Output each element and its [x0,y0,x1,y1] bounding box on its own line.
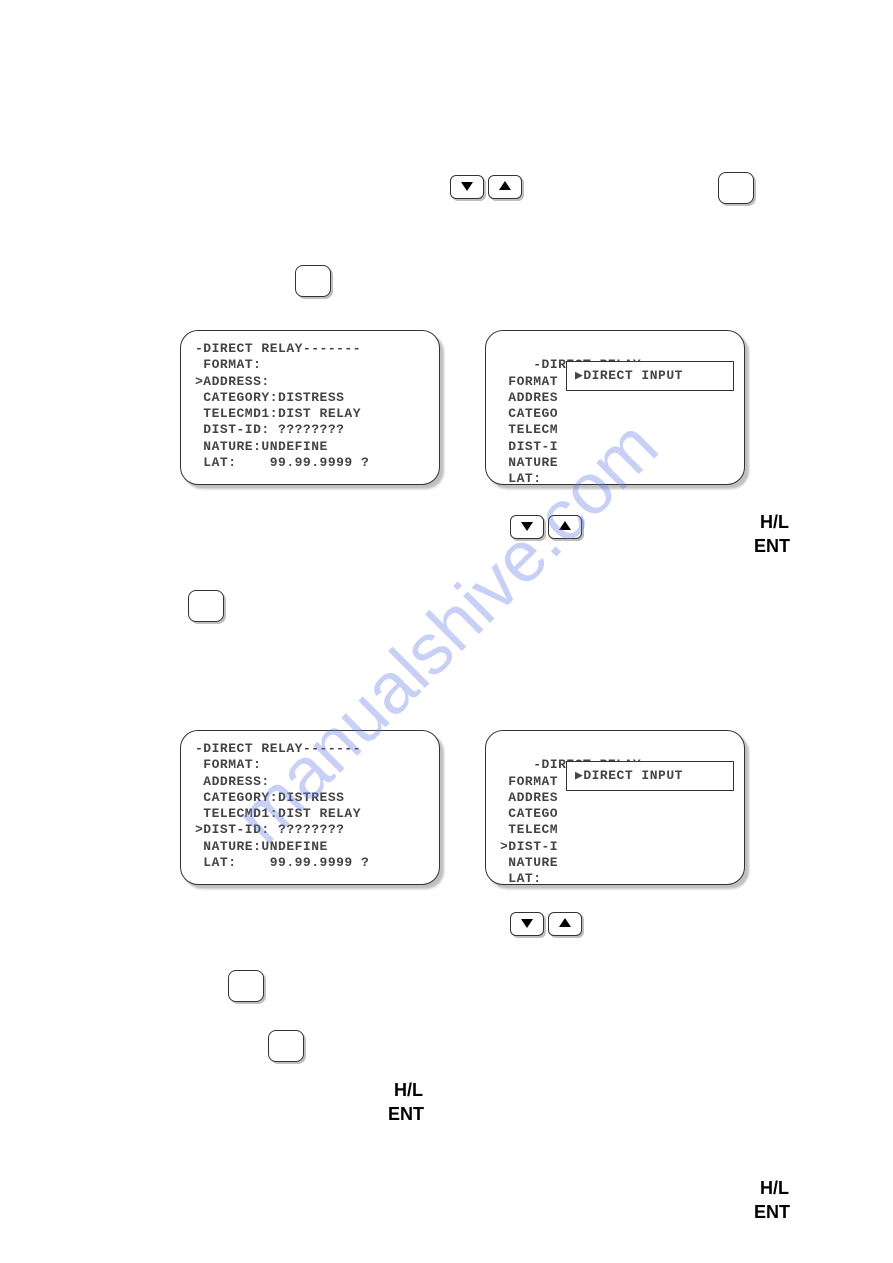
key-button-2[interactable] [295,265,331,297]
key-button-4[interactable] [228,970,264,1002]
key-button-1[interactable] [718,172,754,204]
lcd-screen-1-right: -DIRECT RELAY------- FORMAT ADDRES CATEG… [485,330,745,485]
up-arrow-key[interactable] [548,515,582,539]
arrow-pair-2 [510,515,582,539]
up-arrow-key[interactable] [488,175,522,199]
popup-1: ▶DIRECT INPUT [566,361,734,391]
arrow-pair-1 [450,175,522,199]
down-arrow-key[interactable] [510,912,544,936]
lcd-screen-1-left: -DIRECT RELAY------- FORMAT: >ADDRESS: C… [180,330,440,485]
popup-2: ▶DIRECT INPUT [566,761,734,791]
arrow-pair-3 [510,912,582,936]
label-ent-2: ENT [388,1104,424,1125]
label-ent-3: ENT [754,1202,790,1223]
lcd-screen-2-right: -DIRECT RELAY------- FORMAT ADDRES CATEG… [485,730,745,885]
key-button-3[interactable] [188,590,224,622]
label-hl-3: H/L [760,1178,789,1199]
down-arrow-key[interactable] [450,175,484,199]
key-button-5[interactable] [268,1030,304,1062]
lcd-screen-2-left: -DIRECT RELAY------- FORMAT: ADDRESS: CA… [180,730,440,885]
down-arrow-key[interactable] [510,515,544,539]
up-arrow-key[interactable] [548,912,582,936]
label-ent-1: ENT [754,536,790,557]
label-hl-2: H/L [394,1080,423,1101]
label-hl-1: H/L [760,512,789,533]
